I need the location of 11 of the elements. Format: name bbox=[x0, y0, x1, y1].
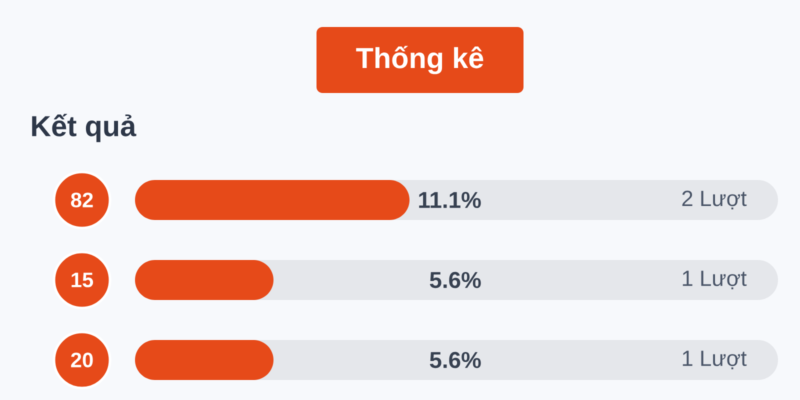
y-tick-label: 15 bbox=[72, 272, 94, 288]
y-tick-label: 20 bbox=[71, 352, 93, 368]
data-label: 5.6% bbox=[430, 352, 481, 368]
chart-title: Thống kê bbox=[356, 46, 484, 74]
chart-subtitle: Kết quả bbox=[32, 114, 136, 142]
data-label: 5.6% bbox=[430, 272, 481, 288]
annotation: 2 Lượt bbox=[682, 190, 747, 210]
annotation: 1 Lượt bbox=[682, 350, 747, 370]
data-label: 11.1% bbox=[419, 192, 481, 208]
y-tick-label: 82 bbox=[71, 192, 93, 208]
annotation: 1 Lượt bbox=[682, 270, 747, 290]
